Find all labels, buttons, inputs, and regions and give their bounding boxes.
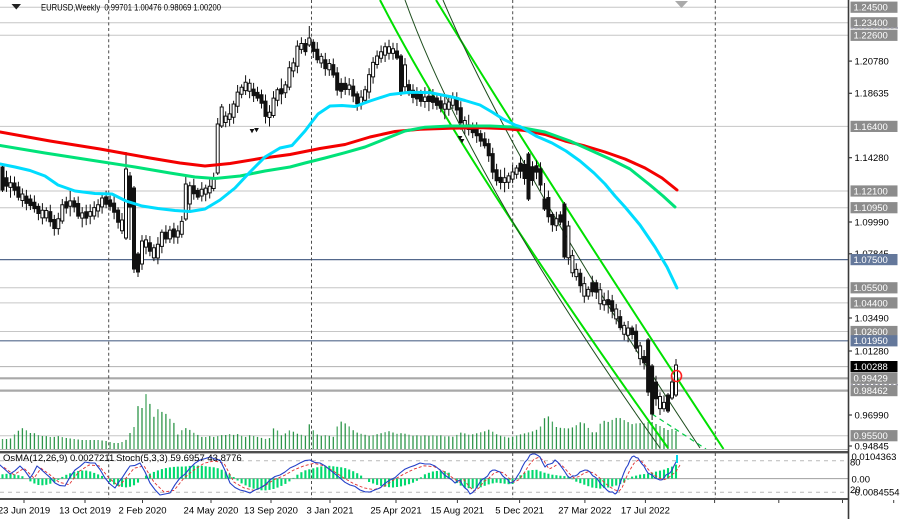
- svg-text:1.22600: 1.22600: [854, 31, 888, 42]
- svg-text:0.94845: 0.94845: [855, 441, 889, 452]
- svg-text:1.01280: 1.01280: [855, 346, 889, 357]
- svg-text:Stoch(5,3,3) 59.6957 43.8776: Stoch(5,3,3) 59.6957 43.8776: [116, 453, 242, 464]
- svg-text:EURUSD,Weekly 0.99701 1.00476: EURUSD,Weekly 0.99701 1.00476 0.98069 1.…: [41, 3, 221, 13]
- svg-text:0.95500: 0.95500: [854, 431, 888, 442]
- svg-text:1.05500: 1.05500: [854, 283, 888, 294]
- svg-text:15 Aug 2021: 15 Aug 2021: [431, 506, 484, 517]
- svg-text:3 Jan 2021: 3 Jan 2021: [306, 506, 353, 517]
- svg-text:0.00: 0.00: [852, 474, 871, 485]
- svg-text:80: 80: [850, 458, 861, 469]
- svg-text:1.01950: 1.01950: [854, 336, 888, 347]
- svg-text:1.23400: 1.23400: [854, 18, 888, 29]
- svg-text:13 Sep 2020: 13 Sep 2020: [244, 506, 298, 517]
- svg-text:13 Oct 2019: 13 Oct 2019: [59, 506, 111, 517]
- svg-text:24 May 2020: 24 May 2020: [184, 506, 239, 517]
- svg-text:5 Dec 2021: 5 Dec 2021: [495, 506, 544, 517]
- svg-text:17 Jul 2022: 17 Jul 2022: [621, 506, 670, 517]
- svg-text:1.02600: 1.02600: [854, 327, 888, 338]
- svg-text:1.09990: 1.09990: [855, 217, 889, 228]
- svg-text:1.12100: 1.12100: [854, 186, 888, 197]
- svg-text:1.20780: 1.20780: [855, 57, 889, 68]
- svg-text:1.00288: 1.00288: [854, 362, 888, 373]
- svg-text:OsMA(12,26,9) 0.0027211: OsMA(12,26,9) 0.0027211: [3, 453, 114, 464]
- svg-text:1.18635: 1.18635: [855, 89, 889, 100]
- svg-text:1.10950: 1.10950: [854, 203, 888, 214]
- svg-text:20: 20: [850, 485, 861, 496]
- svg-text:23 Jun 2019: 23 Jun 2019: [0, 506, 50, 517]
- svg-text:1.07500: 1.07500: [854, 255, 888, 266]
- svg-text:1.03490: 1.03490: [855, 313, 889, 324]
- svg-text:25 Apr 2021: 25 Apr 2021: [370, 506, 421, 517]
- svg-text:0.99429: 0.99429: [854, 374, 888, 385]
- svg-text:0.96990: 0.96990: [855, 410, 889, 421]
- svg-text:1.24500: 1.24500: [854, 3, 888, 14]
- svg-text:1.16400: 1.16400: [854, 122, 888, 133]
- svg-text:-0.0084554: -0.0084554: [852, 488, 900, 499]
- svg-text:1.04400: 1.04400: [854, 298, 888, 309]
- svg-text:0.98462: 0.98462: [854, 386, 888, 397]
- svg-text:27 Mar 2022: 27 Mar 2022: [558, 506, 611, 517]
- svg-text:0.0104363: 0.0104363: [852, 452, 897, 463]
- svg-text:1.14280: 1.14280: [855, 153, 889, 164]
- svg-text:2 Feb 2020: 2 Feb 2020: [118, 506, 166, 517]
